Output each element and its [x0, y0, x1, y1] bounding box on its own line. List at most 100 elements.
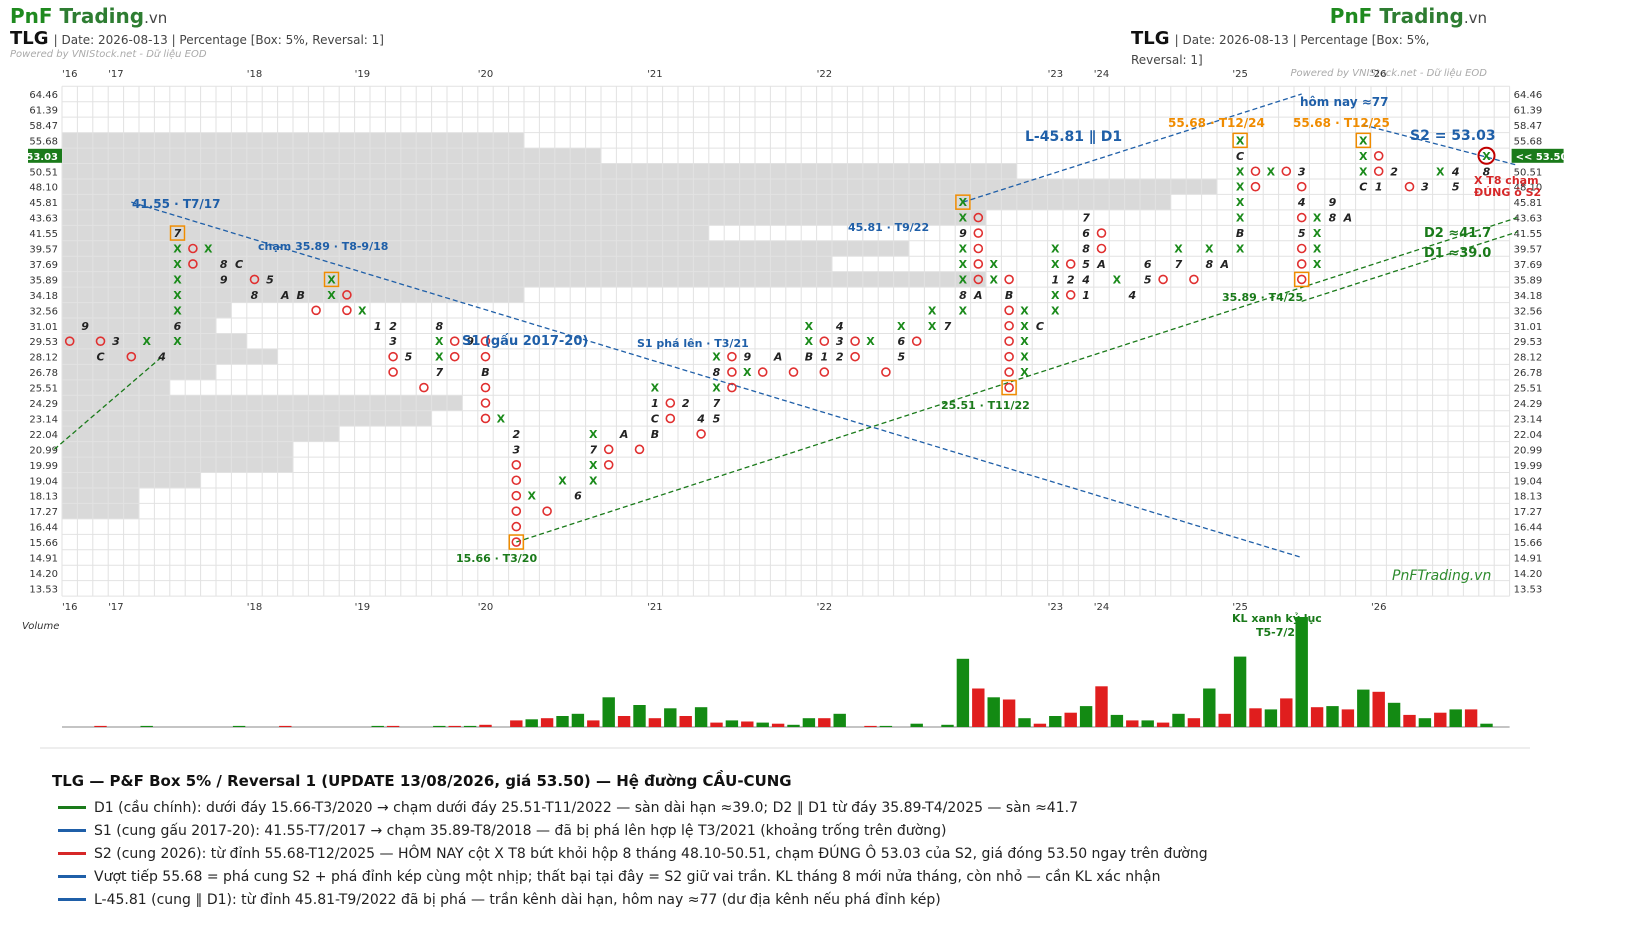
x-box: X — [589, 474, 598, 487]
annotation: chạm 35.89 · T8-9/18 — [258, 240, 388, 253]
legend-line-swatch — [58, 875, 86, 878]
o-box — [1281, 166, 1292, 177]
o-box — [449, 336, 460, 347]
month-marker: 9 — [959, 227, 967, 240]
o-box — [1296, 181, 1307, 192]
current-price-label: << 53.50 — [1516, 152, 1568, 163]
o-box — [1065, 259, 1076, 269]
o-box — [1158, 274, 1168, 285]
annotation: 55.68 · T12/25 — [1293, 116, 1390, 130]
o-box — [249, 274, 260, 285]
boxed-point — [1232, 132, 1248, 149]
x-box: X — [1051, 258, 1060, 271]
year-label-bottom: '22 — [817, 602, 832, 613]
legend-item: S2 (cung 2026): từ đỉnh 55.68-T12/2025 —… — [38, 842, 1598, 865]
o-box — [1373, 166, 1384, 177]
volume-profile-bar — [62, 178, 1217, 195]
volume-bar — [1372, 691, 1385, 727]
price-label-right: 45.81 — [1514, 198, 1543, 209]
price-label-left: 32.56 — [29, 306, 58, 317]
grid-lines — [61, 85, 1511, 597]
price-label-left: 17.27 — [29, 507, 58, 518]
volume-bar — [617, 716, 631, 727]
volume-bar — [1264, 709, 1278, 727]
volume-bar — [741, 721, 754, 727]
o-box — [973, 243, 984, 254]
price-label-left: 19.04 — [29, 476, 58, 487]
year-label-top: '19 — [355, 69, 370, 80]
o-box — [1004, 274, 1014, 285]
trend-line-D2 — [1301, 231, 1518, 302]
month-marker: C — [1036, 320, 1044, 333]
volume-label: Volume — [22, 621, 59, 632]
x-box: X — [897, 320, 906, 333]
x-box: X — [1051, 243, 1060, 256]
month-marker: 3 — [512, 443, 520, 456]
price-label-right: 50.51 — [1514, 167, 1543, 178]
x-box: X — [327, 289, 336, 302]
annotation: D2 ≈41.7 — [1424, 226, 1491, 241]
volume-bar — [1403, 714, 1416, 727]
price-label-right: 64.46 — [1514, 90, 1543, 101]
x-box: X — [805, 320, 814, 333]
month-marker: 5 — [1298, 227, 1306, 240]
volume-bar — [1387, 702, 1401, 727]
volume-bar — [1049, 716, 1062, 727]
volume-bar — [1141, 720, 1154, 727]
annotation: L-45.81 ∥ D1 — [1025, 129, 1122, 145]
year-label-top: '25 — [1232, 69, 1247, 80]
x-box: X — [173, 335, 182, 348]
o-box — [1065, 290, 1076, 300]
volume-bar — [1233, 656, 1247, 727]
volume-bar — [771, 723, 785, 727]
month-marker: 8 — [1483, 165, 1491, 178]
powered-by-right: Powered by VNIStock.net - Dữ liệu EOD — [1290, 68, 1487, 79]
price-label-right: 28.12 — [1514, 353, 1543, 364]
o-box — [126, 351, 137, 362]
price-label-right: 15.66 — [1514, 538, 1543, 549]
month-marker: 9 — [743, 351, 751, 364]
year-label-bottom: '19 — [355, 602, 370, 613]
x-box: X — [1113, 273, 1122, 286]
o-box — [757, 367, 768, 377]
price-label-left: 45.81 — [29, 198, 58, 209]
month-marker: A — [1343, 212, 1353, 225]
month-marker: 1 — [374, 320, 382, 333]
chart-meta: | Date: 2026-08-13 | Percentage [Box: 5%… — [53, 33, 384, 47]
month-marker: C — [1359, 181, 1367, 194]
x-box: X — [173, 304, 182, 317]
o-box — [419, 382, 429, 393]
price-label-left: 53.03 — [26, 152, 58, 163]
month-marker: 3 — [389, 335, 397, 348]
o-box — [603, 444, 614, 455]
annotation: S1 (gấu 2017-20) — [462, 334, 588, 349]
annotation: KL xanh kỷ lục — [1232, 612, 1322, 625]
volume-bar — [602, 697, 615, 727]
o-box — [727, 382, 737, 393]
o-box — [881, 367, 891, 377]
price-label-left: 64.46 — [29, 90, 58, 101]
x-box: X — [743, 366, 752, 379]
month-marker: C — [1236, 150, 1244, 163]
o-box — [480, 413, 491, 424]
price-label-right: 19.04 — [1514, 476, 1543, 487]
volume-bar — [941, 724, 954, 727]
month-marker: 7 — [1082, 212, 1090, 225]
o-box — [311, 305, 321, 316]
volume-bar — [818, 718, 831, 727]
x-box: X — [1236, 212, 1245, 225]
annotation: hôm nay ≈77 — [1300, 95, 1389, 109]
highlight-price-tag — [28, 148, 62, 163]
volume-bar — [94, 725, 107, 727]
price-label-left: 20.99 — [29, 445, 58, 456]
month-marker: 1 — [651, 397, 659, 410]
month-marker: 7 — [713, 397, 721, 410]
volume-profile-bar — [62, 240, 909, 257]
year-label-bottom: '16 — [62, 602, 77, 613]
legend-item: D1 (cầu chính): dưới đáy 15.66-T3/2020 →… — [38, 796, 1598, 819]
x-box: X — [1359, 134, 1368, 147]
o-box — [727, 351, 737, 362]
year-label-bottom: '20 — [478, 602, 493, 613]
month-marker: 1 — [820, 351, 828, 364]
volume-bar — [587, 720, 600, 727]
